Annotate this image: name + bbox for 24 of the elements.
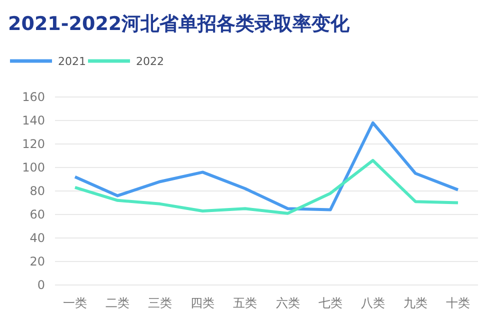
y-tick-label: 60 [30, 208, 45, 222]
x-tick-label: 四类 [190, 296, 215, 310]
x-tick-label: 八类 [360, 296, 385, 310]
legend-label: 2022 [136, 55, 164, 68]
x-tick-label: 七类 [318, 296, 342, 310]
chart-title: 2021-2022河北省单招各类录取率变化 [8, 13, 351, 35]
x-tick-label: 六类 [276, 296, 300, 310]
y-tick-label: 20 [30, 254, 45, 268]
x-tick-label: 十类 [446, 296, 470, 310]
y-tick-label: 80 [30, 184, 45, 198]
line-series [74, 121, 460, 212]
x-tick-label: 三类 [148, 296, 172, 310]
y-tick-label: 140 [22, 114, 45, 128]
y-tick-label: 160 [22, 90, 45, 104]
legend-label: 2021 [58, 55, 86, 68]
y-tick-label: 100 [22, 160, 45, 174]
x-tick-label: 二类 [106, 296, 130, 310]
x-tick-label: 一类 [63, 296, 87, 310]
y-tick-label: 120 [22, 137, 45, 151]
y-tick-label: 40 [30, 231, 45, 245]
x-tick-label: 九类 [403, 296, 428, 310]
y-tick-label: 0 [37, 278, 45, 292]
line-series [74, 158, 460, 215]
x-tick-label: 五类 [233, 296, 258, 310]
